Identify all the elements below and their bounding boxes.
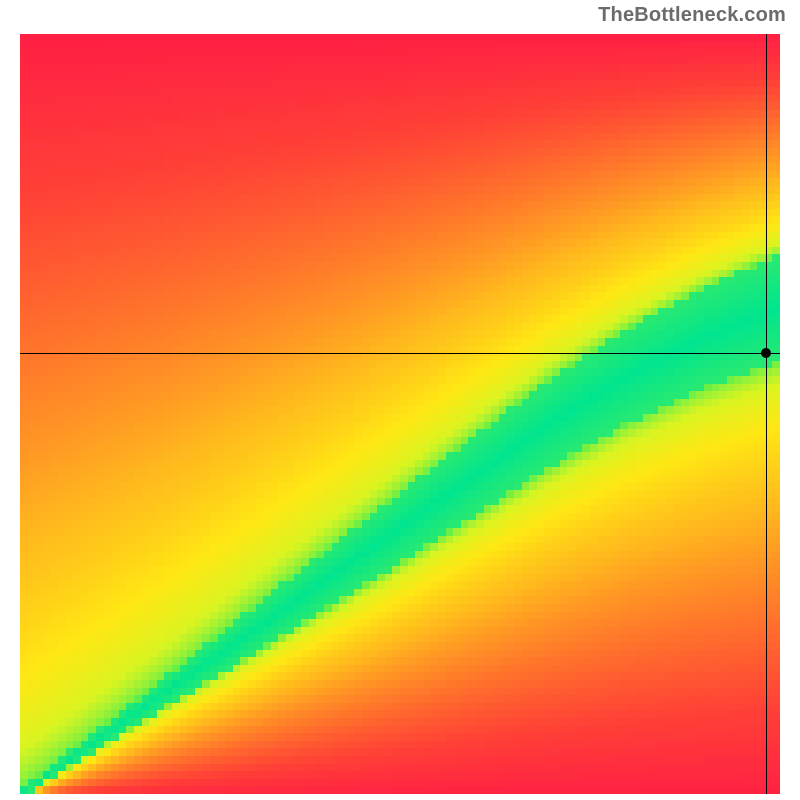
crosshair-horizontal: [20, 353, 780, 354]
heatmap-plot: [20, 34, 780, 794]
marker-dot: [761, 348, 771, 358]
crosshair-vertical: [766, 34, 767, 794]
heatmap-canvas: [20, 34, 780, 794]
source-watermark: TheBottleneck.com: [598, 4, 786, 27]
chart-container: TheBottleneck.com: [0, 0, 800, 800]
